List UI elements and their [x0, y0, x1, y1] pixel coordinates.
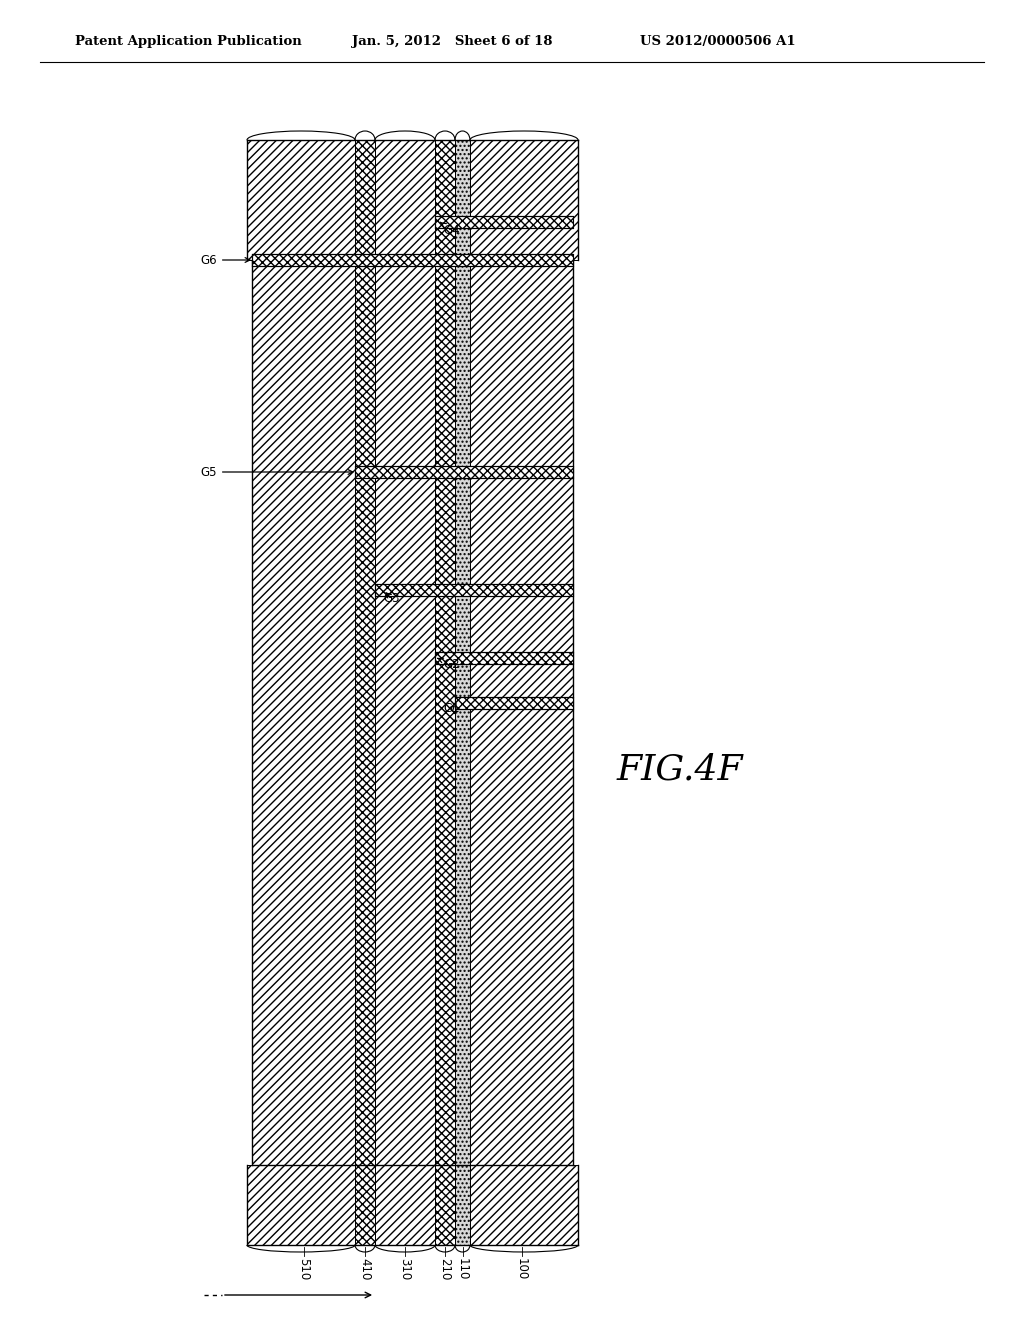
Bar [247, 1166, 355, 1245]
Text: 510: 510 [297, 1258, 310, 1280]
Text: US 2012/0000506 A1: US 2012/0000506 A1 [640, 36, 796, 49]
Bar [470, 1166, 578, 1245]
Bar [247, 140, 355, 260]
Bar [375, 583, 573, 597]
Text: FIG.4F: FIG.4F [616, 752, 743, 787]
Text: Patent Application Publication: Patent Application Publication [75, 36, 302, 49]
Bar [435, 216, 573, 228]
Bar [355, 1166, 375, 1245]
Bar [375, 1166, 435, 1245]
Bar [455, 140, 470, 260]
Text: G3: G3 [383, 591, 399, 605]
Bar [455, 1166, 470, 1245]
Bar [470, 140, 578, 260]
Bar [455, 260, 470, 1166]
Bar [252, 260, 355, 1166]
Bar [470, 260, 573, 1166]
Bar [252, 253, 573, 267]
Bar [435, 140, 455, 260]
Bar [455, 697, 573, 709]
Text: 410: 410 [358, 1258, 372, 1280]
Text: G2: G2 [437, 657, 460, 671]
Text: 110: 110 [456, 1258, 469, 1280]
Bar [355, 466, 573, 478]
Bar [435, 652, 573, 664]
Text: G1: G1 [443, 702, 460, 715]
Text: 210: 210 [438, 1258, 452, 1280]
Bar [435, 260, 455, 1166]
Text: 310: 310 [398, 1258, 412, 1280]
Text: Jan. 5, 2012   Sheet 6 of 18: Jan. 5, 2012 Sheet 6 of 18 [352, 36, 553, 49]
Bar [355, 260, 375, 1166]
Text: G5: G5 [201, 466, 353, 479]
Text: G4: G4 [440, 222, 460, 236]
Bar [435, 216, 573, 228]
Text: 100: 100 [515, 1258, 528, 1280]
Bar [375, 140, 435, 260]
Bar [355, 140, 375, 260]
Text: G6: G6 [201, 253, 250, 267]
Bar [455, 697, 573, 709]
Bar [375, 583, 573, 597]
Bar [435, 1166, 455, 1245]
Bar [435, 652, 573, 664]
Bar [252, 253, 573, 267]
Bar [375, 260, 435, 1166]
Bar [355, 466, 573, 478]
